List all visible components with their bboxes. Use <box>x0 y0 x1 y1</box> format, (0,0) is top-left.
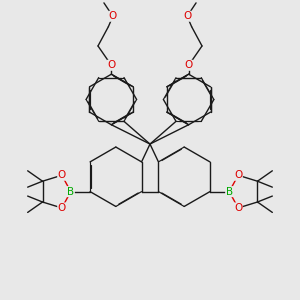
Text: O: O <box>234 170 242 180</box>
Text: O: O <box>184 60 193 70</box>
Text: O: O <box>58 203 66 213</box>
Text: B: B <box>67 187 74 196</box>
Text: O: O <box>107 60 116 70</box>
Text: O: O <box>109 11 117 21</box>
Text: O: O <box>234 203 242 213</box>
Text: O: O <box>183 11 191 21</box>
Text: B: B <box>226 187 233 196</box>
Text: O: O <box>58 170 66 180</box>
